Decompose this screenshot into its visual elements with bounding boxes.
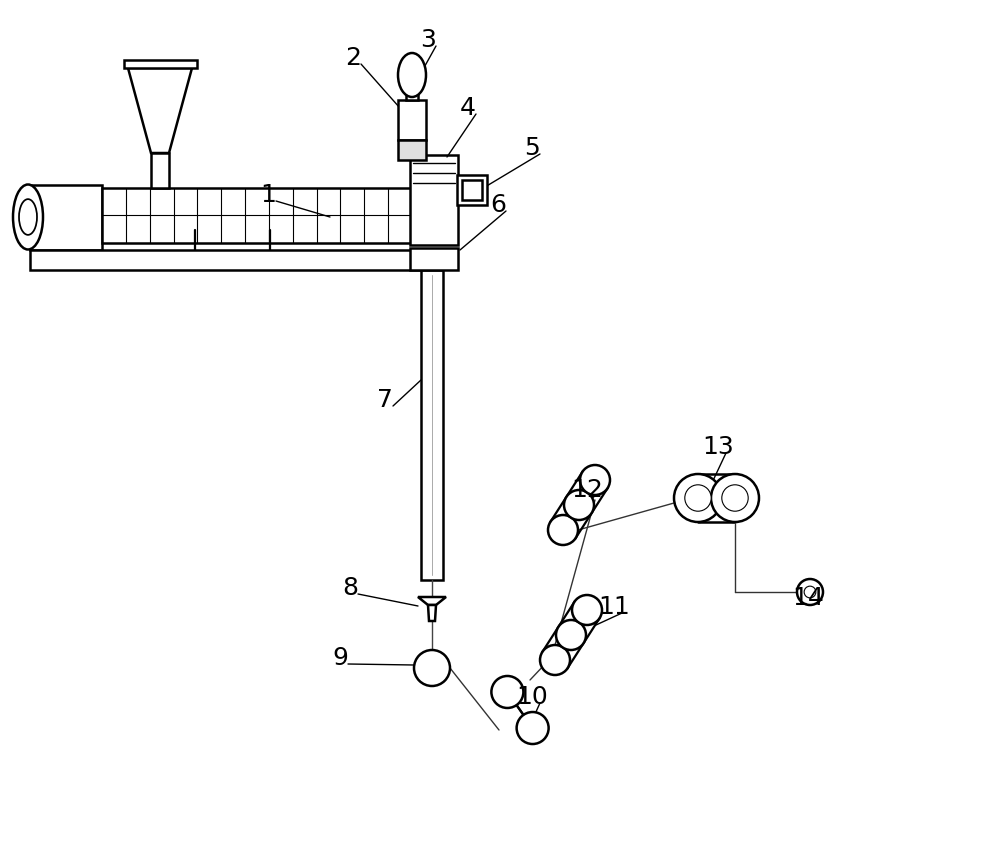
Ellipse shape xyxy=(19,199,37,235)
Ellipse shape xyxy=(398,53,426,97)
Ellipse shape xyxy=(13,185,43,250)
Circle shape xyxy=(517,712,549,744)
Circle shape xyxy=(711,474,759,522)
Bar xyxy=(462,180,482,200)
Bar xyxy=(102,188,412,243)
Text: 2: 2 xyxy=(345,46,361,70)
Text: 12: 12 xyxy=(571,478,603,502)
Bar xyxy=(457,175,487,205)
Text: 8: 8 xyxy=(342,576,358,600)
Text: 9: 9 xyxy=(332,646,348,670)
Circle shape xyxy=(414,650,450,686)
Text: 3: 3 xyxy=(420,28,436,52)
Bar xyxy=(124,60,197,68)
Circle shape xyxy=(556,620,586,650)
Circle shape xyxy=(580,465,610,495)
Circle shape xyxy=(722,485,748,511)
Text: 10: 10 xyxy=(516,685,548,709)
Bar xyxy=(151,153,169,188)
Bar xyxy=(30,185,102,250)
Bar xyxy=(421,270,443,580)
Text: 13: 13 xyxy=(702,435,734,459)
Bar xyxy=(406,80,418,100)
Bar xyxy=(410,155,458,245)
Circle shape xyxy=(674,474,722,522)
Circle shape xyxy=(491,676,523,708)
Bar xyxy=(398,140,426,160)
Circle shape xyxy=(685,485,711,511)
Text: 4: 4 xyxy=(460,96,476,120)
Circle shape xyxy=(540,645,570,675)
Circle shape xyxy=(548,515,578,545)
Bar xyxy=(398,100,426,140)
Bar xyxy=(410,248,458,270)
Text: 1: 1 xyxy=(260,183,276,207)
Polygon shape xyxy=(128,68,192,153)
Text: 14: 14 xyxy=(792,586,824,610)
Text: 11: 11 xyxy=(598,595,630,619)
Circle shape xyxy=(564,490,594,520)
Circle shape xyxy=(804,586,816,598)
Circle shape xyxy=(572,595,602,625)
Circle shape xyxy=(797,579,823,605)
Text: 6: 6 xyxy=(490,193,506,217)
Polygon shape xyxy=(418,597,446,605)
Text: 7: 7 xyxy=(377,388,393,412)
Polygon shape xyxy=(428,605,436,621)
Text: 5: 5 xyxy=(524,136,540,160)
Bar xyxy=(30,250,420,270)
